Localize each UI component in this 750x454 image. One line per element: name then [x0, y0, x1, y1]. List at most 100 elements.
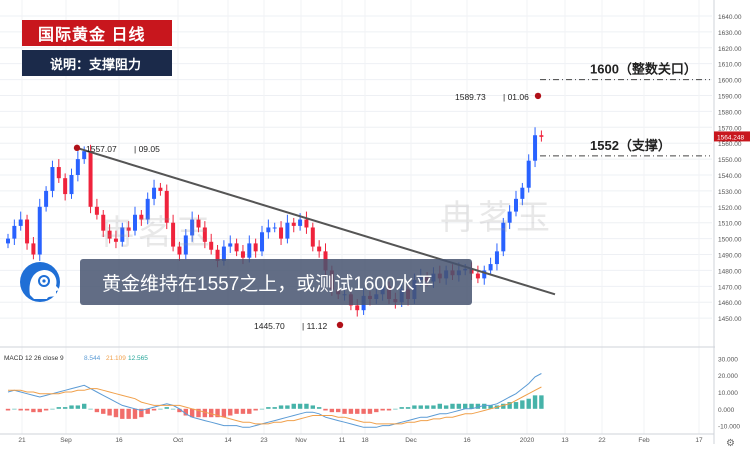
candle-body: [6, 238, 10, 244]
macd-histogram-bar: [297, 403, 303, 409]
macd-histogram-bar: [259, 408, 265, 410]
macd-histogram-bar: [158, 408, 163, 410]
macd-histogram-bar: [253, 408, 258, 411]
macd-histogram-bar: [145, 408, 150, 414]
time-tick-label: 2020: [520, 437, 535, 444]
candle-body: [82, 151, 87, 160]
macd-tick-label: 30.000: [718, 356, 738, 363]
time-tick-label: Dec: [405, 437, 417, 444]
candle-body: [12, 225, 17, 239]
candle-body: [482, 270, 487, 279]
price-tick-label: 1550.00: [718, 157, 742, 164]
price-tick-label: 1470.00: [718, 284, 742, 291]
candle-body: [291, 222, 296, 226]
candle-body: [177, 246, 182, 255]
candle-body: [31, 243, 36, 255]
price-axis[interactable]: 1640.00 1630.00 1620.00 1610.00 1600.00 1590.…: [713, 0, 742, 444]
time-tick-label: 16: [463, 437, 471, 444]
candle-body: [139, 214, 144, 220]
candle-body: [120, 227, 125, 242]
macd-histogram-bar: [24, 408, 30, 411]
candle-body: [317, 246, 322, 252]
macd-histogram-bar: [323, 408, 328, 411]
macd-histogram-bar: [177, 408, 182, 413]
macd-histogram-bar: [380, 408, 385, 411]
time-tick-label: 14: [224, 437, 232, 444]
candle-body: [75, 159, 80, 175]
candle-body: [56, 167, 61, 179]
macd-histogram-bar: [221, 408, 227, 418]
candle-body: [228, 243, 233, 247]
macd-value: 8.544: [84, 355, 101, 362]
candle-body: [63, 178, 68, 195]
macd-histogram-bar: [482, 403, 487, 409]
time-tick-label: 13: [561, 437, 569, 444]
extreme-date: | 11.12: [302, 321, 327, 331]
macd-histogram-bar: [50, 408, 55, 410]
macd-histogram-bar: [367, 408, 373, 414]
time-tick-label: 11: [339, 437, 346, 444]
macd-histogram-bar: [228, 408, 233, 416]
candle-body: [158, 187, 163, 191]
macd-histogram-bar: [342, 408, 347, 414]
macd-histogram-bar: [94, 408, 100, 413]
price-tick-label: 1620.00: [718, 46, 742, 53]
macd-histogram-bar: [412, 405, 417, 409]
price-tick-label: 1580.00: [718, 109, 742, 116]
macd-histogram-bar: [37, 408, 42, 413]
candle-body: [310, 227, 315, 247]
signal-line: [8, 386, 542, 425]
macd-histogram-bar: [501, 403, 506, 409]
time-tick-label: Oct: [173, 437, 183, 444]
macd-tick-label: 10.000: [718, 390, 738, 397]
candle-body: [94, 206, 99, 215]
macd-histogram-bar: [285, 405, 290, 409]
time-tick-label: 18: [361, 437, 369, 444]
candle-body: [260, 232, 264, 252]
candle-body: [113, 238, 118, 242]
macd-histogram-bar: [43, 408, 49, 411]
extreme-marker: [336, 321, 344, 329]
macd-histogram-bar: [170, 408, 176, 410]
macd-histogram-bar: [291, 403, 296, 409]
macd-histogram-bar: [120, 408, 125, 419]
macd-histogram-bar: [469, 403, 474, 409]
candle-body: [539, 135, 544, 137]
candle-body: [133, 214, 137, 231]
macd-histogram-bar: [209, 408, 214, 418]
macd-histogram-bar: [526, 398, 531, 409]
price-tick-label: 1570.00: [718, 125, 742, 132]
macd-histogram-bar: [5, 408, 11, 411]
macd-histogram-bar: [75, 405, 81, 409]
extreme-price: 1589.73: [455, 92, 486, 102]
candle-body: [355, 305, 360, 311]
chart-title: 国际黄金 日线: [22, 20, 172, 46]
macd-histogram-bar: [126, 408, 131, 419]
candle-body: [304, 219, 309, 228]
level-label: 1552（支撑）: [590, 138, 671, 153]
macd-histogram-bar: [183, 408, 188, 416]
candle-body: [475, 273, 480, 279]
candle-body: [126, 227, 131, 231]
candle-body: [107, 230, 112, 239]
macd-histogram-bar: [475, 403, 481, 409]
macd-histogram-bar: [405, 407, 411, 409]
candle-body: [88, 151, 93, 207]
candle-body: [164, 190, 169, 223]
candle-body: [285, 222, 290, 239]
candle-body: [37, 206, 42, 255]
macd-histogram-bar: [361, 408, 366, 414]
macd-histogram-bar: [139, 408, 144, 418]
candle-body: [101, 214, 106, 231]
time-axis[interactable]: 21 Sep 16 Oct 14 23 Nov 11 18 Dec 16 2020 13 22 Feb 17: [18, 437, 703, 444]
macd-histogram-bar: [424, 405, 430, 409]
price-tick-label: 1610.00: [718, 62, 742, 69]
extreme-date: | 09.05: [134, 144, 160, 154]
macd-histogram-bar: [355, 408, 360, 414]
candle-body: [247, 243, 252, 258]
head-logo-icon: [16, 259, 68, 305]
macd-histogram-bar: [520, 400, 525, 409]
gear-icon: ⚙: [726, 438, 735, 449]
macd-histogram-bar: [189, 408, 195, 418]
time-tick-label: 21: [18, 437, 26, 444]
